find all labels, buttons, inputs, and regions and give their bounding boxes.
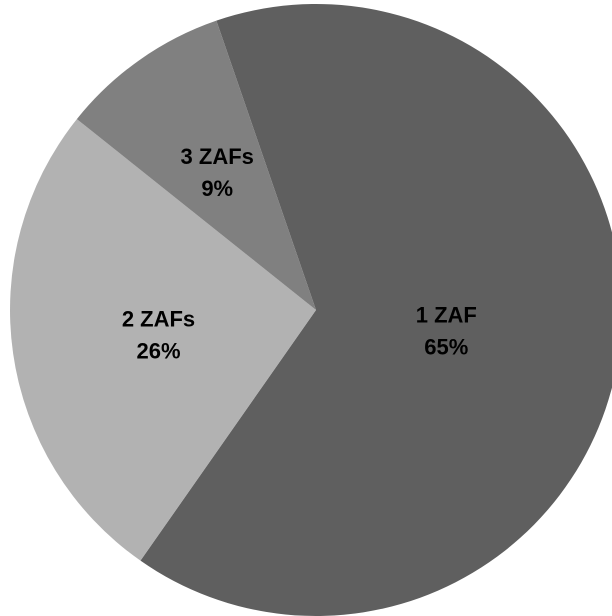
labels-layer: 1 ZAF 65% 2 ZAFs 26% 3 ZAFs 9% [122,144,477,364]
data-label-percent: 65% [424,334,468,359]
data-label-category: 2 ZAFs [122,307,195,332]
data-label-group: 3 ZAFs 9% [181,144,254,201]
slices-layer [9,4,612,616]
pie-slice-3-zafs [76,20,316,310]
pie-slice-1-zaf [140,4,612,616]
data-label-group: 2 ZAFs 26% [122,307,195,364]
data-label-group: 1 ZAF 65% [416,302,477,359]
pie-slice-2-zafs [9,119,316,561]
data-label-percent: 9% [201,176,233,201]
data-label-category: 1 ZAF [416,302,477,327]
data-label-percent: 26% [136,339,180,364]
data-label-category: 3 ZAFs [181,144,254,169]
